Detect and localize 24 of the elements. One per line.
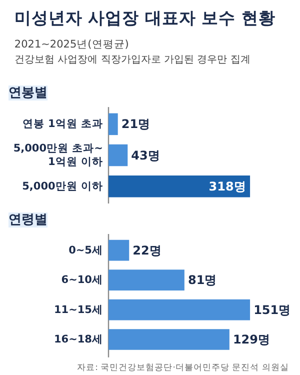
- data-label: 21명: [121, 117, 150, 132]
- y-tick-label: 0~5세: [68, 244, 103, 256]
- bar: [108, 270, 184, 290]
- bar: [108, 240, 130, 261]
- text: 2021~2025년(연평균): [14, 38, 129, 50]
- y-tick-label: 5,000만원 이하: [22, 180, 103, 192]
- y-tick-label: 16~18세: [54, 334, 103, 346]
- data-label: 81명: [188, 273, 217, 288]
- y-tick-label: 6~10세: [61, 274, 103, 286]
- data-label: 43명: [131, 148, 160, 162]
- data-label: 22명: [132, 243, 162, 258]
- data-label: 129명: [232, 332, 270, 347]
- text: 자료: 국민건강보험공단·더불어민주당 문진석 의원실: [77, 362, 289, 373]
- bar: [108, 329, 230, 350]
- text: 미성년자 사업장 대표자 보수 현황: [14, 8, 276, 28]
- bar: [108, 299, 250, 320]
- text: 건강보험 사업장에 직장가입자로 가입된 경우만 집계: [14, 54, 250, 66]
- data-label: 318명: [208, 179, 246, 194]
- y-tick-label: 11~15세: [54, 304, 103, 316]
- chart-title: 연령별: [8, 212, 48, 228]
- chart-title: 연봉별: [8, 86, 48, 100]
- y-tick-label: 5,000만원 초과~ 1억원 이하: [13, 142, 103, 168]
- data-label: 151명: [254, 302, 291, 317]
- y-tick-label: 연봉 1억원 초과: [22, 118, 103, 130]
